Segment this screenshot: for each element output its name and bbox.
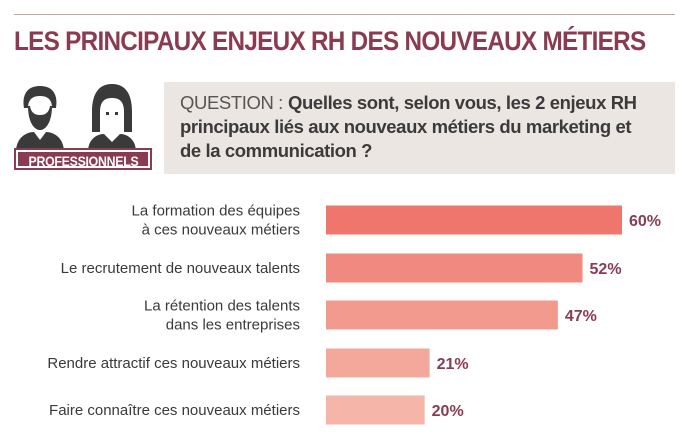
- two-people-icon: [16, 84, 136, 152]
- top-rule: [14, 14, 675, 15]
- persona-badge: PROFESSIONNELS: [14, 148, 152, 170]
- bar-3: [326, 300, 558, 330]
- category-label-2: Le recrutement de nouveaux talents: [61, 260, 300, 277]
- category-label-line: La rétention des talents: [144, 298, 300, 315]
- value-label-3: 47%: [565, 308, 597, 325]
- persona-block: PROFESSIONNELS: [12, 82, 157, 174]
- category-label-3: La rétention des talents dans les entrepr…: [144, 298, 300, 334]
- category-label-5: Faire connaître ces nouveaux métiers: [49, 402, 300, 419]
- question-prefix: QUESTION :: [180, 92, 283, 113]
- value-label-5: 20%: [432, 403, 464, 420]
- page-title: LES PRINCIPAUX ENJEUX RH DES NOUVEAUX MÉ…: [14, 26, 646, 56]
- category-label-line: Faire connaître ces nouveaux métiers: [49, 402, 300, 419]
- bar-chart: 60% La formation des équipes à ces nouveau…: [47, 203, 661, 425]
- category-label-line: Rendre attractif ces nouveaux métiers: [47, 355, 300, 372]
- category-label-line: Le recrutement de nouveaux talents: [61, 260, 300, 277]
- category-label-line: La formation des équipes: [132, 203, 300, 220]
- bar-5: [326, 395, 425, 425]
- category-label-4: Rendre attractif ces nouveaux métiers: [47, 355, 300, 372]
- category-label-1: La formation des équipes à ces nouveaux m…: [132, 203, 300, 239]
- bar-2: [326, 253, 583, 283]
- category-label-line: dans les entreprises: [166, 317, 300, 334]
- bar-1: [326, 205, 622, 235]
- category-label-line: à ces nouveaux métiers: [142, 222, 300, 239]
- question-body: Quelles sont, selon vous, les 2 enjeux R…: [180, 92, 637, 161]
- value-label-2: 52%: [590, 261, 622, 278]
- question-box: QUESTION : Quelles sont, selon vous, les…: [164, 82, 675, 174]
- value-label-4: 21%: [437, 356, 469, 373]
- value-label-1: 60%: [629, 213, 661, 230]
- bar-4: [326, 348, 430, 378]
- question-text: QUESTION : Quelles sont, selon vous, les…: [180, 91, 650, 163]
